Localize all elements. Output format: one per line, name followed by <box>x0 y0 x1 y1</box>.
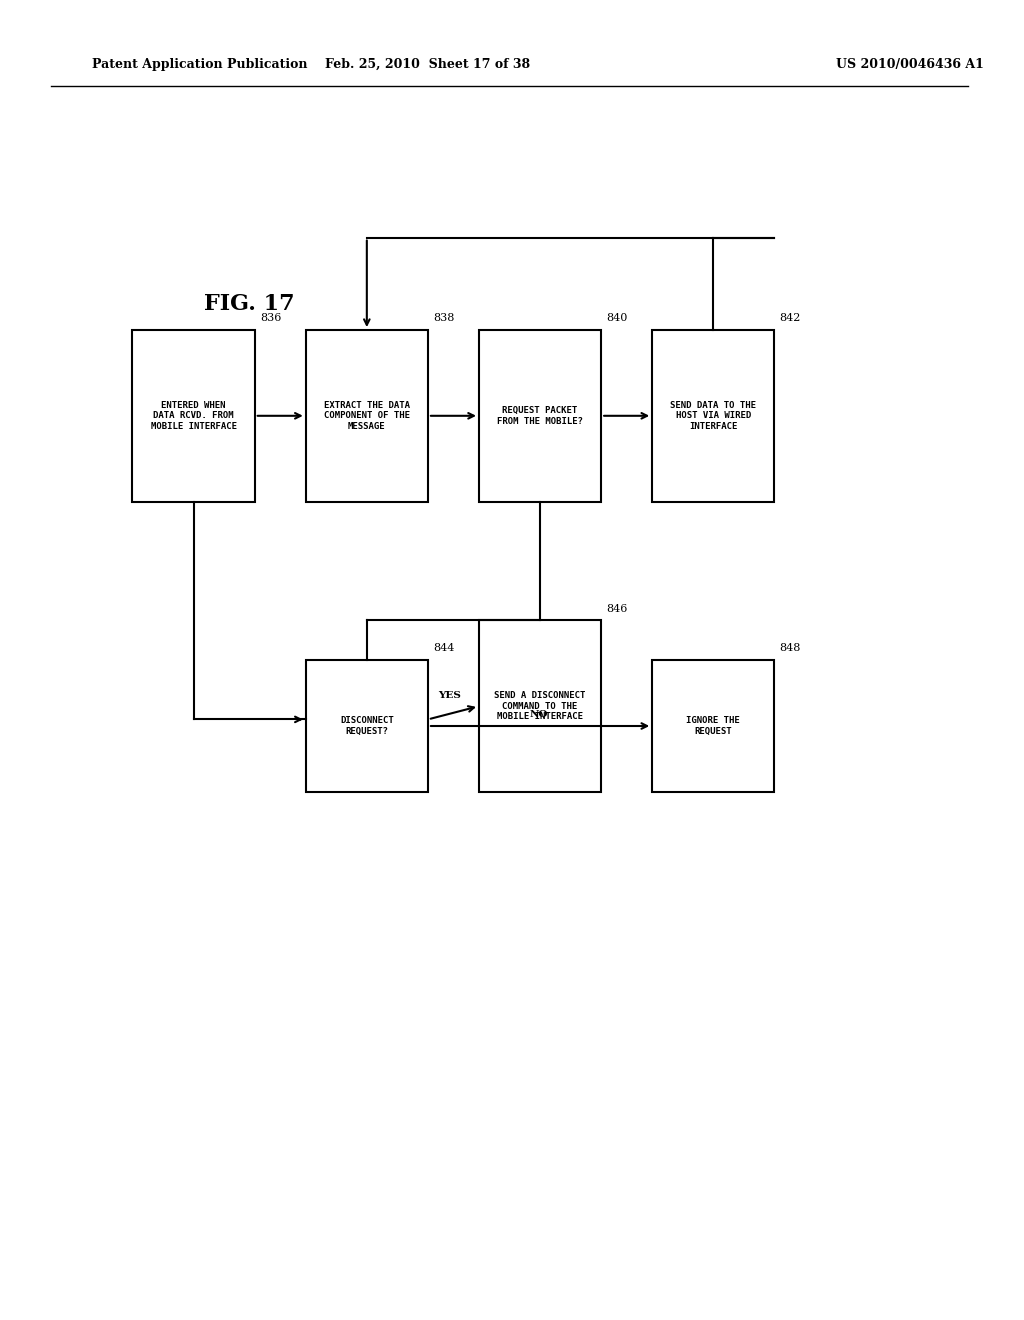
FancyBboxPatch shape <box>479 620 601 792</box>
Text: EXTRACT THE DATA
COMPONENT OF THE
MESSAGE: EXTRACT THE DATA COMPONENT OF THE MESSAG… <box>324 401 410 430</box>
Text: 846: 846 <box>606 603 628 614</box>
FancyBboxPatch shape <box>652 330 774 502</box>
FancyBboxPatch shape <box>652 660 774 792</box>
Text: REQUEST PACKET
FROM THE MOBILE?: REQUEST PACKET FROM THE MOBILE? <box>497 407 583 425</box>
Text: Patent Application Publication: Patent Application Publication <box>92 58 307 71</box>
Text: 844: 844 <box>433 643 455 653</box>
Text: 836: 836 <box>260 313 282 323</box>
Text: SEND DATA TO THE
HOST VIA WIRED
INTERFACE: SEND DATA TO THE HOST VIA WIRED INTERFAC… <box>671 401 757 430</box>
Text: FIG. 17: FIG. 17 <box>204 293 295 314</box>
Text: US 2010/0046436 A1: US 2010/0046436 A1 <box>836 58 983 71</box>
Text: SEND A DISCONNECT
COMMAND TO THE
MOBILE INTERFACE: SEND A DISCONNECT COMMAND TO THE MOBILE … <box>495 692 586 721</box>
FancyBboxPatch shape <box>306 330 428 502</box>
Text: 838: 838 <box>433 313 455 323</box>
Text: NO: NO <box>529 710 549 719</box>
Text: DISCONNECT
REQUEST?: DISCONNECT REQUEST? <box>340 717 393 735</box>
Text: ENTERED WHEN
DATA RCVD. FROM
MOBILE INTERFACE: ENTERED WHEN DATA RCVD. FROM MOBILE INTE… <box>151 401 237 430</box>
Text: 842: 842 <box>779 313 801 323</box>
FancyBboxPatch shape <box>132 330 255 502</box>
FancyBboxPatch shape <box>306 660 428 792</box>
Text: 840: 840 <box>606 313 628 323</box>
FancyBboxPatch shape <box>479 330 601 502</box>
Text: IGNORE THE
REQUEST: IGNORE THE REQUEST <box>686 717 740 735</box>
Text: 848: 848 <box>779 643 801 653</box>
Text: YES: YES <box>438 690 461 700</box>
Text: Feb. 25, 2010  Sheet 17 of 38: Feb. 25, 2010 Sheet 17 of 38 <box>326 58 530 71</box>
